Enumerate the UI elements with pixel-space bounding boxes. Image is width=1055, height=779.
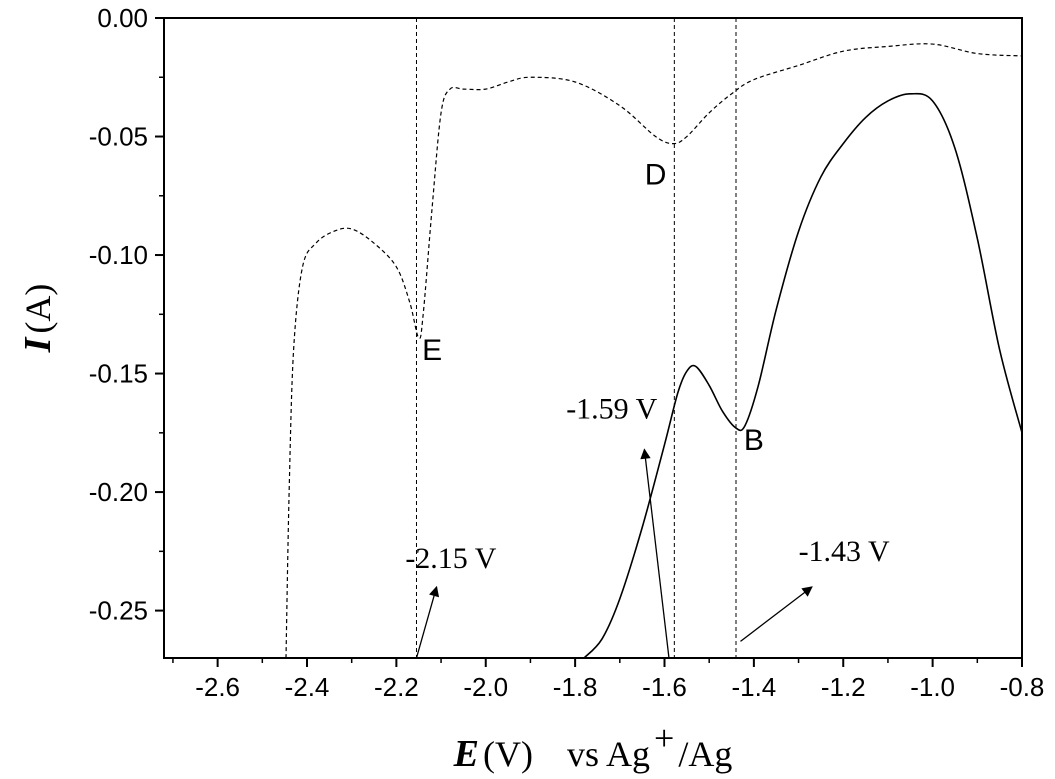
annotation-label: -1.43 V: [799, 535, 890, 568]
reference-lines: [415, 18, 737, 658]
x-tick-label: -1.2: [821, 672, 866, 702]
y-axis-title: I (A): [17, 284, 59, 354]
x-axis-reference-suffix: /Ag: [678, 734, 732, 774]
annotation-arrow: [640, 448, 670, 659]
peak-label-e: E: [422, 334, 442, 367]
x-tick-label: -0.8: [1000, 672, 1045, 702]
y-axis-ticks: 0.00 -0.05 -0.10 -0.15 -0.20 -0.25: [89, 3, 164, 626]
x-tick-label: -2.4: [285, 672, 330, 702]
annotation-arrow: [415, 585, 440, 659]
x-axis-variable: E: [453, 733, 479, 775]
x-tick-label: -1.8: [553, 672, 598, 702]
peak-labels: E D B: [422, 158, 764, 456]
x-axis-unit: (V): [483, 734, 533, 774]
y-tick-label: -0.25: [89, 596, 148, 626]
y-tick-label: -0.05: [89, 122, 148, 152]
x-tick-label: -2.6: [195, 672, 240, 702]
x-tick-label: -1.0: [910, 672, 955, 702]
annotation-label: -1.59 V: [566, 393, 657, 426]
x-tick-label: -2.2: [374, 672, 419, 702]
data-series: [285, 43, 1022, 658]
x-axis-reference-sup: +: [654, 718, 674, 758]
peak-label-d: D: [645, 158, 667, 191]
y-axis-unit: (A): [18, 284, 58, 334]
annotation-arrows: [415, 448, 813, 659]
x-axis-ticks: -2.6 -2.4 -2.2 -2.0 -1.8 -1.6 -1.4 -1.2 -1.0 -0.8: [172, 658, 1045, 702]
solid-series-line: [583, 92, 1022, 658]
dashed-series-line: [285, 43, 1022, 658]
annotation-arrow: [740, 586, 813, 642]
y-tick-label: -0.20: [89, 477, 148, 507]
y-tick-label: -0.15: [89, 359, 148, 389]
x-tick-label: -1.4: [731, 672, 776, 702]
peak-label-b: B: [744, 424, 764, 457]
x-axis-title: E (V) vs Ag + /Ag: [453, 718, 733, 775]
plot-frame: [163, 17, 1023, 659]
y-tick-label: -0.10: [89, 240, 148, 270]
y-axis-variable: I: [17, 336, 59, 353]
x-axis-reference: vs Ag: [567, 734, 650, 774]
annotation-label: -2.15 V: [405, 542, 496, 575]
annotation-labels: -1.59 V -2.15 V -1.43 V: [405, 393, 890, 575]
x-tick-label: -1.6: [642, 672, 687, 702]
x-tick-label: -2.0: [463, 672, 508, 702]
y-tick-label: 0.00: [97, 3, 148, 33]
